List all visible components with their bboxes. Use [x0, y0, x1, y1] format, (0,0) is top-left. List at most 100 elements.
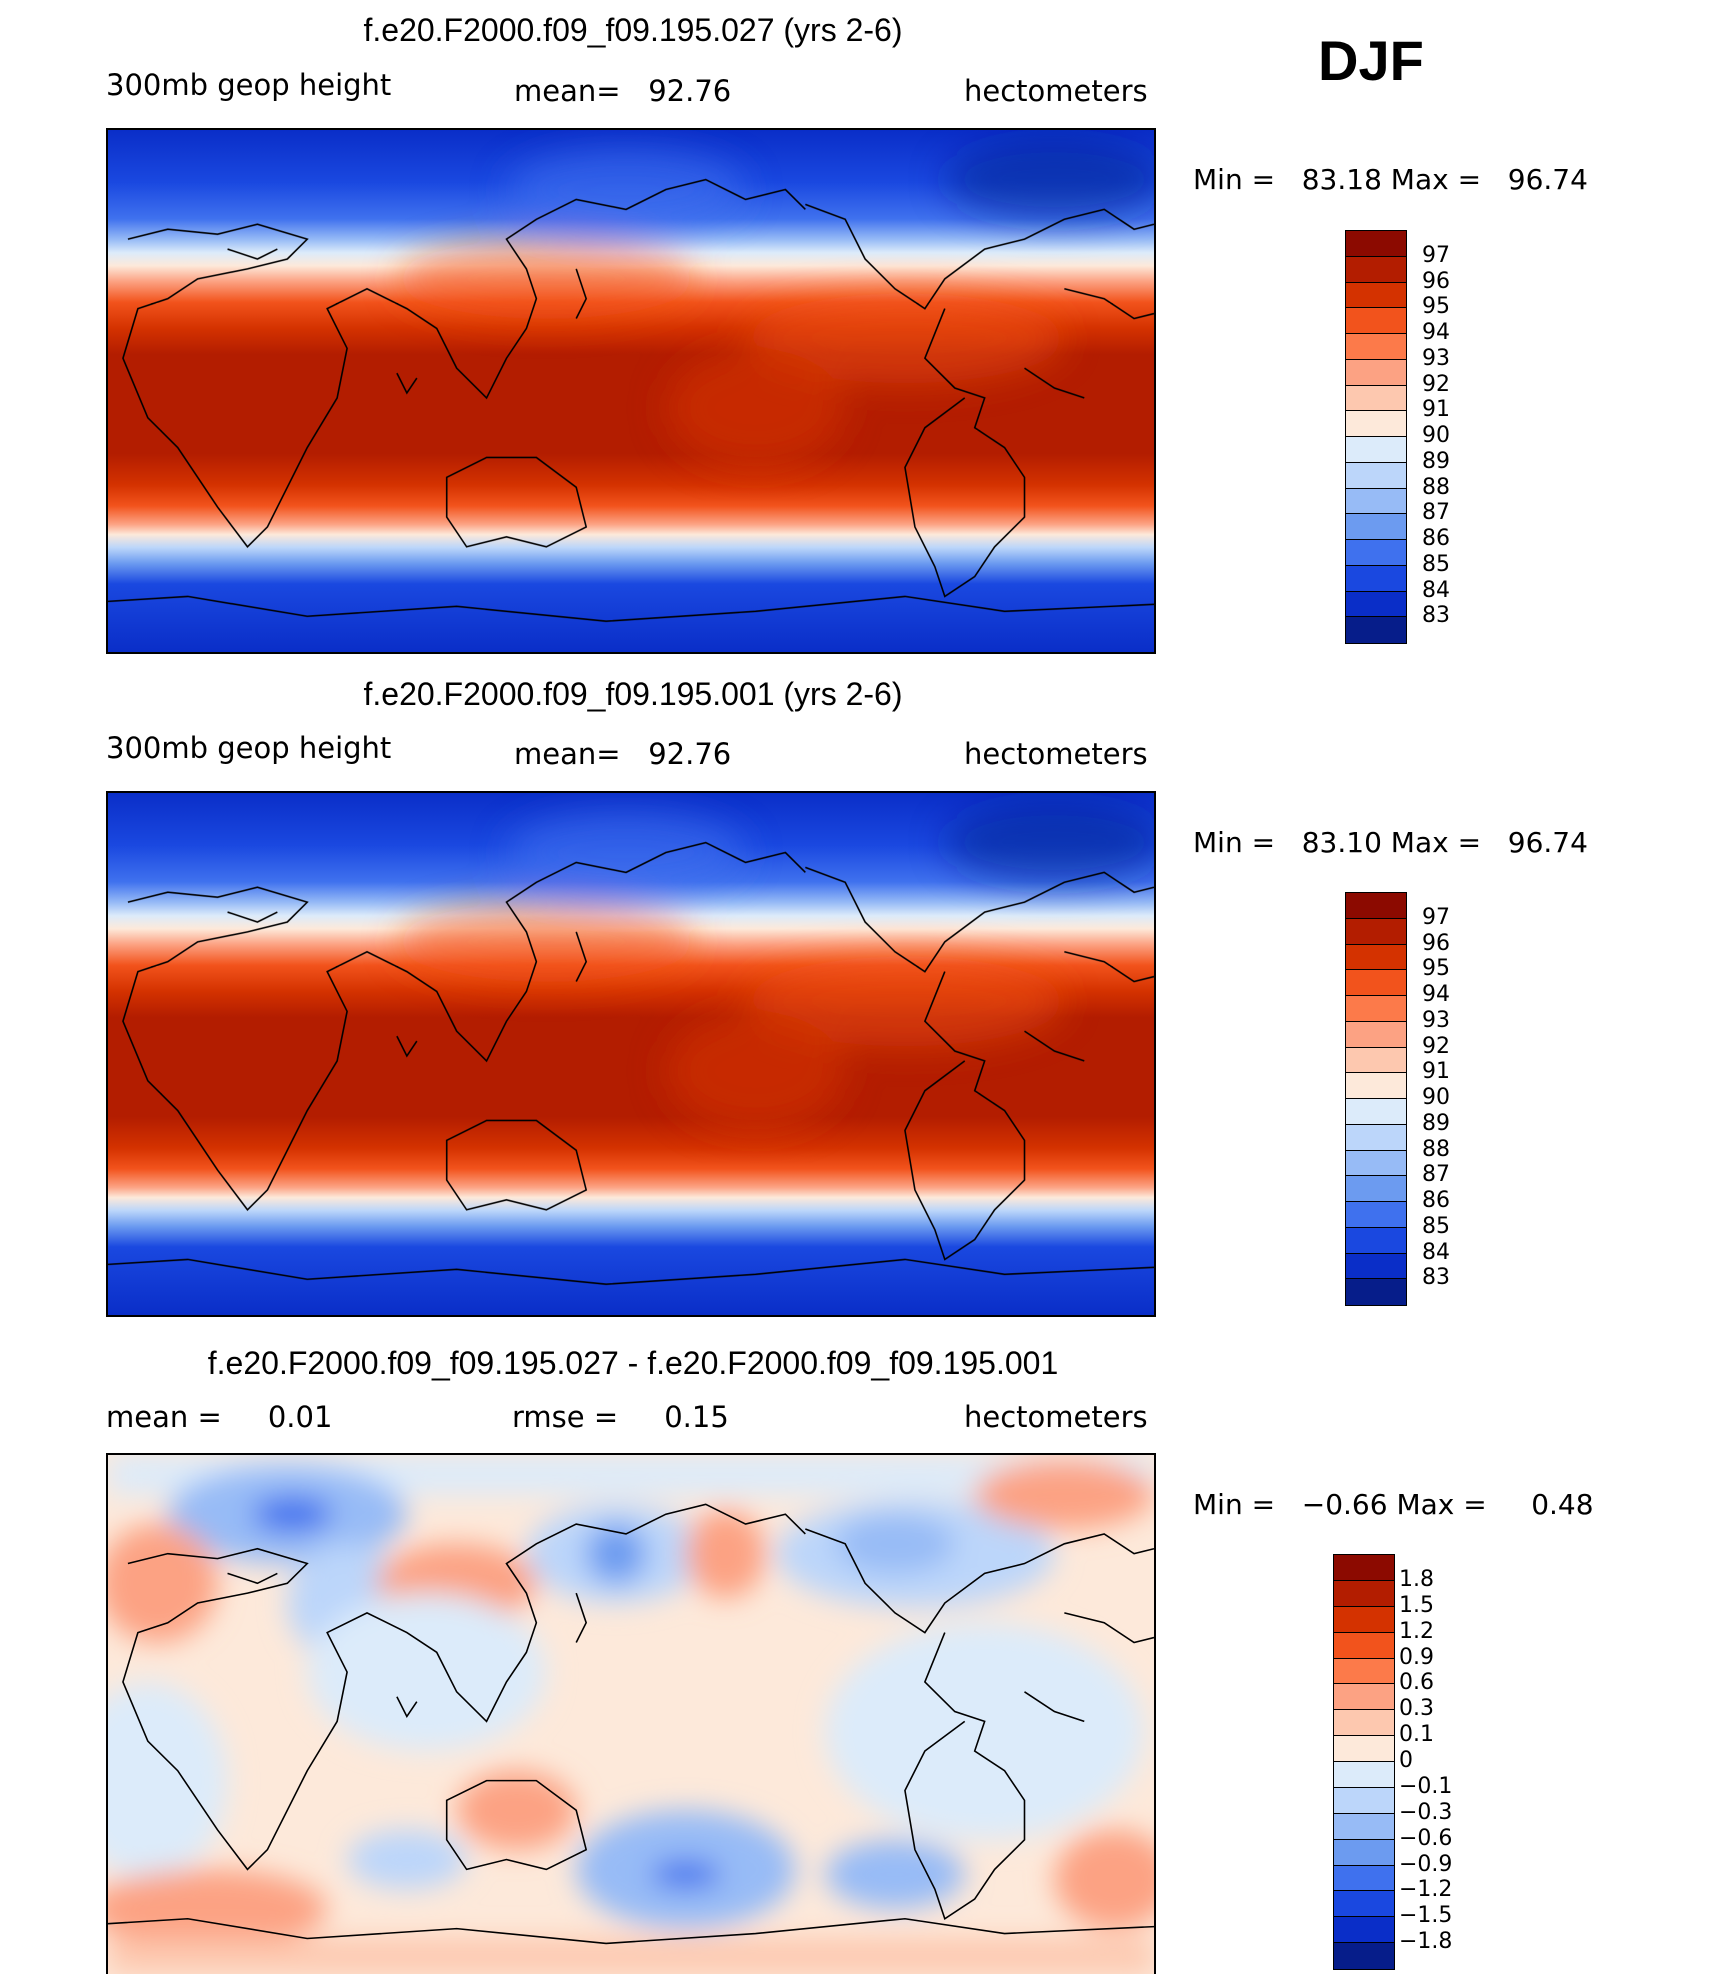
- colorbar-swatch: [1346, 1279, 1406, 1305]
- field-anomaly-shapes: [396, 802, 1154, 1131]
- colorbar-swatch: [1346, 996, 1406, 1022]
- colorbar-swatch: [1334, 1606, 1394, 1633]
- colorbar-label: 89: [1422, 1110, 1450, 1136]
- colorbar-label: 95: [1422, 294, 1450, 320]
- panel1-field-svg: [108, 130, 1154, 652]
- colorbar-swatch: [1346, 617, 1406, 643]
- colorbar-swatch: [1346, 1176, 1406, 1202]
- colorbar-swatch: [1334, 1710, 1394, 1737]
- colorbar-swatch: [1334, 1632, 1394, 1659]
- colorbar-swatch: [1346, 970, 1406, 996]
- colorbar-label: 84: [1422, 577, 1450, 603]
- colorbar-label: 0.1: [1399, 1722, 1434, 1748]
- colorbar-label: 1.5: [1399, 1592, 1434, 1618]
- panel1-title: f.e20.F2000.f09_f09.195.027 (yrs 2-6): [363, 12, 903, 48]
- colorbar-swatch: [1346, 1124, 1406, 1151]
- colorbar-label: 0.3: [1399, 1696, 1434, 1722]
- colorbar-swatch: [1346, 334, 1406, 360]
- colorbar-label: 94: [1422, 320, 1450, 345]
- colorbar-label: 94: [1422, 982, 1450, 1007]
- colorbar-label: 87: [1422, 500, 1450, 526]
- colorbar-swatch: [1346, 1073, 1406, 1099]
- colorbar-label: 84: [1422, 1239, 1450, 1265]
- colorbar-swatch: [1334, 1865, 1394, 1892]
- panel2-title: f.e20.F2000.f09_f09.195.001 (yrs 2-6): [363, 676, 903, 712]
- colorbar-label: 83: [1422, 1265, 1450, 1291]
- colorbar-label: 1.2: [1399, 1618, 1434, 1644]
- colorbar-label: 92: [1422, 371, 1450, 397]
- panel2-field-svg: [108, 793, 1154, 1315]
- panel3-diff-svg: [108, 1455, 1154, 1974]
- panel3-rmse-label: rmse = 0.15: [512, 1400, 729, 1434]
- colorbar-swatch: [1346, 944, 1406, 971]
- colorbar-swatch: [1334, 1943, 1394, 1969]
- colorbar-label: 90: [1422, 1085, 1450, 1110]
- colorbar-swatch: [1346, 231, 1406, 257]
- panel3-map: [106, 1453, 1156, 1974]
- colorbar-label: 87: [1422, 1162, 1450, 1188]
- colorbar-label: 86: [1422, 526, 1450, 551]
- colorbar-swatch: [1346, 918, 1406, 945]
- colorbar-label: 0.9: [1399, 1644, 1434, 1670]
- colorbar-swatch: [1334, 1891, 1394, 1918]
- coastlines: [108, 841, 1154, 1286]
- colorbar-swatch: [1334, 1839, 1394, 1866]
- colorbar-swatch: [1334, 1813, 1394, 1840]
- colorbar-label: 91: [1422, 1059, 1450, 1085]
- colorbar-swatch: [1346, 359, 1406, 386]
- panel3-title: f.e20.F2000.f09_f09.195.027 - f.e20.F200…: [207, 1345, 1059, 1381]
- colorbar-swatch: [1346, 1150, 1406, 1177]
- colorbar-swatch: [1346, 411, 1406, 437]
- colorbar-label: 90: [1422, 423, 1450, 448]
- colorbar-swatch: [1346, 282, 1406, 309]
- colorbar-label: 97: [1422, 904, 1450, 930]
- colorbar-swatch: [1346, 308, 1406, 334]
- colorbar-swatch: [1334, 1684, 1394, 1711]
- panel3-min-max: Min = −0.66 Max = 0.48: [1193, 1488, 1594, 1521]
- colorbar-label: 85: [1422, 551, 1450, 577]
- colorbar-swatch: [1334, 1658, 1394, 1685]
- colorbar-label: 93: [1422, 345, 1450, 371]
- panel2-map: [106, 791, 1156, 1317]
- colorbar-label: 86: [1422, 1188, 1450, 1213]
- coastlines: [108, 178, 1154, 623]
- colorbar-swatch: [1346, 1047, 1406, 1074]
- colorbar-label: −0.1: [1399, 1773, 1453, 1799]
- colorbar-label: 0: [1399, 1748, 1413, 1773]
- colorbar-swatch: [1334, 1580, 1394, 1607]
- colorbar-swatch: [1346, 488, 1406, 515]
- colorbar-label: −1.5: [1399, 1903, 1453, 1929]
- colorbar-swatch: [1346, 385, 1406, 412]
- colorbar-label: 1.8: [1399, 1566, 1434, 1592]
- colorbar-swatch: [1346, 591, 1406, 618]
- colorbar-swatch: [1334, 1555, 1394, 1581]
- colorbar-label: −1.2: [1399, 1877, 1453, 1903]
- panel3-colorbar: [1333, 1554, 1395, 1970]
- colorbar-label: −0.3: [1399, 1799, 1453, 1825]
- colorbar-label: 88: [1422, 474, 1450, 500]
- colorbar-label: 96: [1422, 930, 1450, 956]
- colorbar-label: −1.8: [1399, 1929, 1453, 1955]
- diff-anomaly-shapes: [108, 1455, 1154, 1974]
- colorbar-swatch: [1334, 1762, 1394, 1788]
- colorbar-label: 91: [1422, 397, 1450, 423]
- panel3-mean-label: mean = 0.01: [106, 1400, 333, 1434]
- coastlines: [108, 1503, 1154, 1945]
- colorbar-label: 95: [1422, 956, 1450, 982]
- colorbar-swatch: [1346, 437, 1406, 463]
- season-label: DJF: [1318, 29, 1424, 92]
- colorbar-label: −0.6: [1399, 1825, 1453, 1851]
- colorbar-swatch: [1346, 462, 1406, 489]
- colorbar-label: 92: [1422, 1033, 1450, 1059]
- colorbar-label: 0.6: [1399, 1670, 1434, 1696]
- panel1-variable-label: 300mb geop height: [106, 68, 392, 102]
- colorbar-swatch: [1346, 565, 1406, 592]
- panel2-colorbar: [1345, 892, 1407, 1306]
- panel1-units-label: hectometers: [964, 74, 1148, 108]
- colorbar-label: 88: [1422, 1136, 1450, 1162]
- colorbar-label: 85: [1422, 1213, 1450, 1239]
- panel3-units-label: hectometers: [964, 1400, 1148, 1434]
- colorbar-swatch: [1346, 1253, 1406, 1280]
- field-anomaly-shapes: [396, 139, 1154, 468]
- colorbar-label: 89: [1422, 448, 1450, 474]
